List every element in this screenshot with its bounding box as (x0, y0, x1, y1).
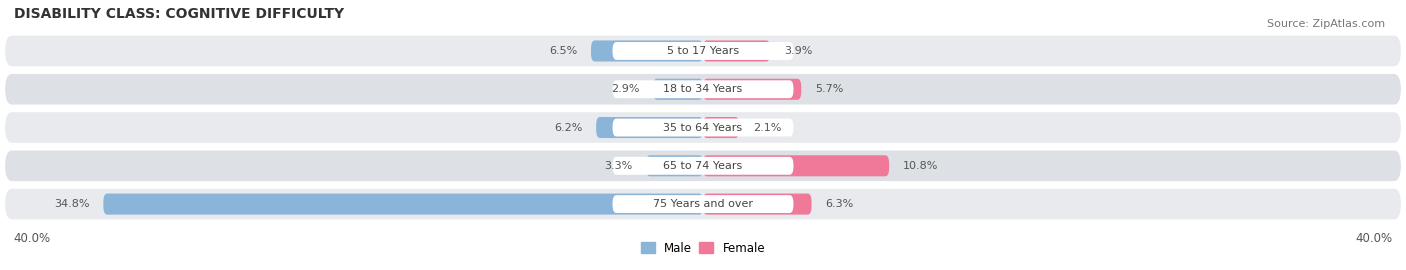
Text: 5.7%: 5.7% (815, 84, 844, 94)
FancyBboxPatch shape (703, 117, 740, 138)
FancyBboxPatch shape (613, 42, 793, 60)
Text: 6.2%: 6.2% (554, 123, 582, 133)
Text: 40.0%: 40.0% (14, 232, 51, 245)
Text: 65 to 74 Years: 65 to 74 Years (664, 161, 742, 171)
Text: 40.0%: 40.0% (1355, 232, 1392, 245)
Text: Source: ZipAtlas.com: Source: ZipAtlas.com (1267, 19, 1385, 29)
Text: 3.3%: 3.3% (605, 161, 633, 171)
FancyBboxPatch shape (6, 36, 1400, 66)
Legend: Male, Female: Male, Female (636, 237, 770, 259)
FancyBboxPatch shape (613, 119, 793, 136)
Text: 34.8%: 34.8% (53, 199, 90, 209)
FancyBboxPatch shape (613, 157, 793, 175)
FancyBboxPatch shape (6, 150, 1400, 181)
Text: 75 Years and over: 75 Years and over (652, 199, 754, 209)
FancyBboxPatch shape (703, 40, 770, 62)
Text: 6.5%: 6.5% (548, 46, 578, 56)
FancyBboxPatch shape (6, 112, 1400, 143)
Text: 3.9%: 3.9% (785, 46, 813, 56)
FancyBboxPatch shape (703, 194, 811, 215)
Text: 18 to 34 Years: 18 to 34 Years (664, 84, 742, 94)
FancyBboxPatch shape (613, 80, 793, 98)
FancyBboxPatch shape (652, 79, 703, 100)
FancyBboxPatch shape (647, 155, 703, 176)
FancyBboxPatch shape (613, 195, 793, 213)
FancyBboxPatch shape (703, 79, 801, 100)
FancyBboxPatch shape (596, 117, 703, 138)
FancyBboxPatch shape (591, 40, 703, 62)
FancyBboxPatch shape (104, 194, 703, 215)
Text: 6.3%: 6.3% (825, 199, 853, 209)
FancyBboxPatch shape (6, 189, 1400, 220)
FancyBboxPatch shape (6, 74, 1400, 104)
Text: 35 to 64 Years: 35 to 64 Years (664, 123, 742, 133)
Text: 5 to 17 Years: 5 to 17 Years (666, 46, 740, 56)
Text: 2.9%: 2.9% (610, 84, 640, 94)
Text: DISABILITY CLASS: COGNITIVE DIFFICULTY: DISABILITY CLASS: COGNITIVE DIFFICULTY (14, 7, 344, 21)
Text: 2.1%: 2.1% (754, 123, 782, 133)
Text: 10.8%: 10.8% (903, 161, 938, 171)
FancyBboxPatch shape (703, 155, 889, 176)
